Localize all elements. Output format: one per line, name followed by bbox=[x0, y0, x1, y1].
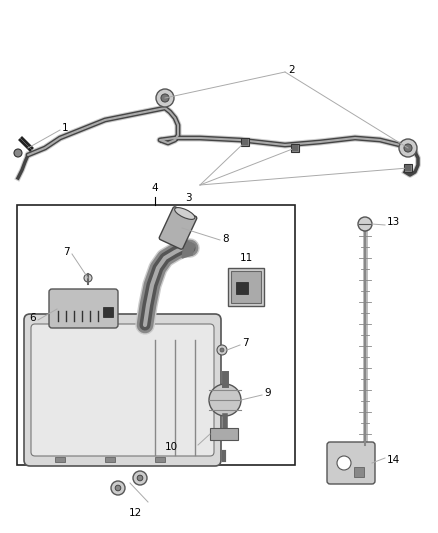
Text: 8: 8 bbox=[222, 234, 229, 244]
Circle shape bbox=[115, 485, 121, 491]
Text: 14: 14 bbox=[387, 455, 400, 465]
FancyBboxPatch shape bbox=[31, 324, 214, 456]
Circle shape bbox=[209, 384, 241, 416]
Ellipse shape bbox=[175, 208, 195, 220]
Bar bbox=[228, 268, 264, 306]
Text: 2: 2 bbox=[288, 65, 295, 75]
Text: 12: 12 bbox=[128, 508, 141, 518]
Text: 7: 7 bbox=[64, 247, 70, 257]
Bar bbox=[241, 138, 249, 146]
Bar bbox=[55, 457, 65, 462]
Circle shape bbox=[399, 139, 417, 157]
Circle shape bbox=[220, 348, 224, 352]
Text: 13: 13 bbox=[387, 217, 400, 227]
Text: 4: 4 bbox=[152, 183, 158, 193]
Text: 10: 10 bbox=[165, 442, 178, 452]
Text: 9: 9 bbox=[264, 388, 271, 398]
Bar bbox=[17, 205, 295, 465]
Circle shape bbox=[84, 274, 92, 282]
FancyBboxPatch shape bbox=[159, 207, 197, 249]
Circle shape bbox=[217, 345, 227, 355]
Text: 1: 1 bbox=[62, 123, 69, 133]
Bar bbox=[155, 457, 165, 462]
Polygon shape bbox=[182, 240, 195, 258]
Bar bbox=[231, 271, 261, 303]
Circle shape bbox=[358, 217, 372, 231]
Circle shape bbox=[161, 94, 169, 102]
Circle shape bbox=[337, 456, 351, 470]
Circle shape bbox=[14, 149, 22, 157]
Circle shape bbox=[137, 475, 143, 481]
Circle shape bbox=[133, 471, 147, 485]
Bar bbox=[405, 165, 411, 171]
Text: 6: 6 bbox=[29, 313, 36, 323]
Text: 11: 11 bbox=[240, 253, 253, 263]
Bar bbox=[242, 139, 248, 145]
Bar bbox=[291, 144, 299, 152]
Bar bbox=[103, 307, 113, 317]
FancyBboxPatch shape bbox=[24, 314, 221, 466]
FancyBboxPatch shape bbox=[49, 289, 118, 328]
Circle shape bbox=[404, 144, 412, 152]
Text: 7: 7 bbox=[242, 338, 249, 348]
Bar bbox=[292, 145, 298, 151]
Bar bbox=[354, 467, 364, 477]
Bar bbox=[236, 282, 248, 294]
Circle shape bbox=[156, 89, 174, 107]
Bar bbox=[210, 428, 238, 440]
Text: 3: 3 bbox=[185, 193, 192, 203]
Circle shape bbox=[111, 481, 125, 495]
FancyBboxPatch shape bbox=[327, 442, 375, 484]
Bar bbox=[404, 164, 412, 172]
Bar bbox=[105, 457, 115, 462]
